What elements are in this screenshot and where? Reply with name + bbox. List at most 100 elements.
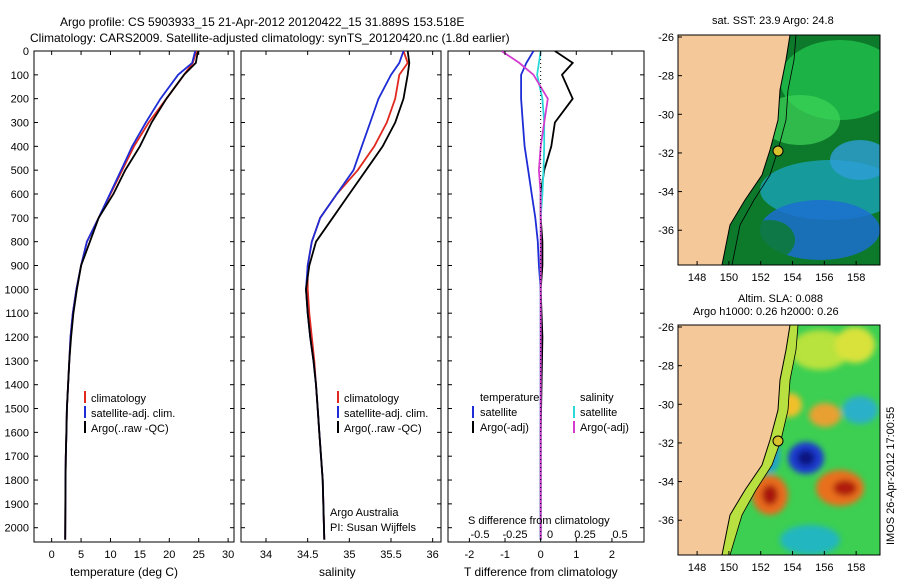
map-x-tick-label: 148 [688,562,706,574]
salinity-legend: climatology satellite-adj. clim. Argo(..… [337,391,428,435]
depth-axis: 0 100 200 300 400 500 600 700 800 900 1000 1100 1200… [5,46,644,535]
legend-label: satellite-adj. clim. [344,408,428,420]
y-tick-label: 1200 [5,332,29,344]
difference-legend: temperature salinity satellite Argo(-adj… [472,392,629,434]
map-x-tick-label: 154 [783,562,801,574]
legend-label: Argo(..raw -QC) [91,423,169,435]
y-tick-label: 1900 [5,499,29,511]
y-tick-label: 1000 [5,284,29,296]
legend-swatch-climatology [84,391,86,403]
map-x-tick-label: 154 [783,272,801,284]
s-diff-tick-label: 0.5 [612,529,627,541]
sla-map: Altim. SLA: 0.088 Argo h1000: 0.26 h2000… [658,293,881,574]
y-tick-label: 2000 [5,523,29,535]
sla-patch [780,525,840,555]
y-tick-label: 300 [11,118,29,130]
s-difference-ticks: -0.5 -0.25 0 0.25 0.5 [471,529,628,541]
salinity-x-label: salinity [319,565,356,579]
legend-label: Argo(-adj) [580,422,629,434]
legend-swatch-satellite [337,406,339,418]
map-y-tick-label: -26 [658,322,674,334]
x-tick-label: 25 [193,549,205,561]
t-difference-x-label: T difference from climatology [464,565,618,579]
x-tick-label: 5 [78,549,84,561]
map-y-tick-label: -28 [658,361,674,373]
salinity-series [305,51,411,540]
x-tick-label: 0 [538,549,544,561]
legend-swatch-s-satellite [573,406,575,418]
x-tick-label: 2 [609,549,615,561]
x-tick-label: -2 [464,549,474,561]
sla-patch [833,480,857,496]
x-tick-label: 1 [573,549,579,561]
temperature-x-ticks: 0 5 10 15 20 25 30 [49,51,234,561]
header-line-2: Climatology: CARS2009. Satellite-adjuste… [30,31,510,45]
legend-swatch-argo [337,421,339,433]
y-tick-label: 700 [11,213,29,225]
map-y-tick-label: -36 [658,515,674,527]
sla-patch [842,396,878,424]
land-mass [678,325,790,555]
difference-panel [447,50,645,543]
x-tick-label: 0 [49,549,55,561]
x-tick-label: -1 [500,549,510,561]
map-y-tick-label: -30 [658,109,674,121]
y-tick-label: 500 [11,165,29,177]
map-y-tick-label: -28 [658,71,674,83]
sla-patch [762,485,778,505]
temperature-x-label: temperature (deg C) [70,565,178,579]
map-y-tick-label: -26 [658,32,674,44]
legend-label: Argo(..raw -QC) [344,423,422,435]
y-tick-label: 600 [11,189,29,201]
map-x-tick-label: 158 [847,562,865,574]
y-tick-label: 200 [11,94,29,106]
salinity-panel [240,50,442,543]
x-tick-label: 30 [222,549,234,561]
s-diff-tick-label: -0.25 [502,529,527,541]
x-tick-label: 20 [163,549,175,561]
map-x-tick-label: 152 [752,562,770,574]
argo-location-marker [772,145,784,157]
x-tick-label: 35 [343,549,355,561]
map-x-tick-label: 152 [752,272,770,284]
temperature-legend: climatology satellite-adj. clim. Argo(..… [84,391,175,435]
sst-patch [745,220,795,260]
x-tick-label: 36 [427,549,439,561]
coastline [721,35,791,265]
land-mass [678,35,790,265]
map-x-tick-label: 158 [847,272,865,284]
map-x-tick-label: 150 [720,272,738,284]
x-tick-label: 15 [134,549,146,561]
sla-patch [797,450,815,466]
sla-map-title-2: Argo h1000: 0.26 h2000: 0.26 [693,306,839,318]
sla-patch [790,330,850,370]
s-diff-tick-label: -0.5 [471,529,490,541]
sst-patch [830,140,880,180]
map-x-tick-label: 156 [815,272,833,284]
map-y-tick-label: -34 [658,477,674,489]
y-tick-label: 1800 [5,475,29,487]
y-tick-label: 1300 [5,356,29,368]
sst-map-title: sat. SST: 23.9 Argo: 24.8 [712,15,834,27]
temperature-series [64,51,200,540]
series-line [500,51,549,540]
legend-label: climatology [344,393,400,405]
sla-map-frame [677,324,881,556]
map-y-tick-label: -32 [658,438,674,450]
legend-label: Argo(-adj) [480,422,529,434]
sst-map: sat. SST: 23.9 Argo: 24.8 -26 -28 -30 -32 -3… [658,15,881,284]
legend-title-salinity: salinity [580,392,614,404]
sla-patch [835,327,875,363]
legend-swatch-climatology [337,391,339,403]
s-difference-label: S difference from climatology [468,515,610,527]
y-tick-label: 400 [11,141,29,153]
salinity-x-ticks: 34 34.5 35 35.5 36 [260,51,439,561]
legend-label: satellite [580,407,617,419]
x-tick-label: 34 [260,549,272,561]
legend-label: satellite [480,407,517,419]
y-tick-label: 1700 [5,451,29,463]
y-tick-label: 100 [11,70,29,82]
y-tick-label: 1100 [5,308,29,320]
temperature-panel [33,50,235,543]
